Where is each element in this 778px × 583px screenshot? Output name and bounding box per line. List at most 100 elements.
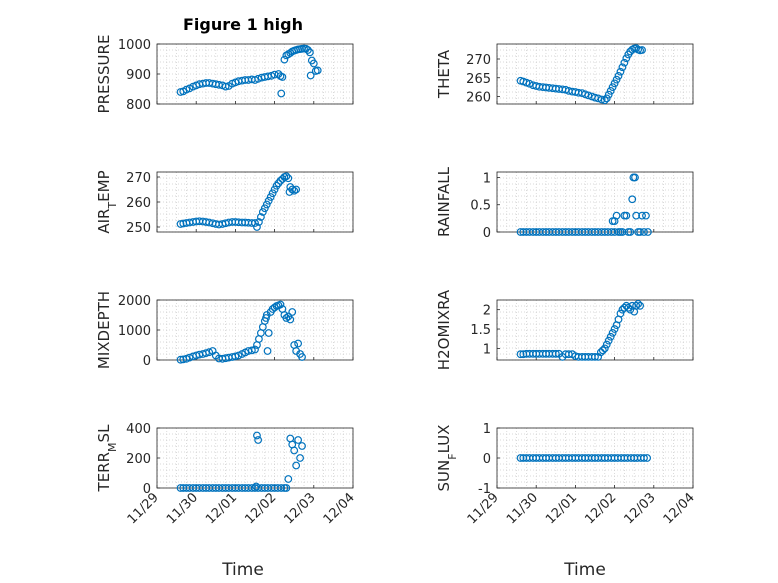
data-point (612, 75, 621, 84)
x-axis-label-left: Time (221, 560, 264, 580)
data-point (516, 454, 525, 462)
data-point (221, 82, 230, 91)
data-point (584, 91, 593, 100)
y-tick-label: 0 (483, 452, 491, 467)
data-point (606, 86, 615, 95)
data-point (591, 353, 599, 361)
data-point (640, 454, 648, 462)
data-point (176, 484, 185, 492)
data-point (614, 71, 623, 80)
data-point (234, 351, 243, 360)
data-point (516, 350, 525, 359)
y-tick-label: 260 (126, 196, 151, 211)
y-tick-label: 250 (126, 221, 151, 236)
data-point (247, 346, 256, 355)
data-point (294, 436, 303, 444)
data-point (286, 315, 295, 324)
data-point (598, 346, 607, 355)
data-point (313, 66, 322, 75)
data-point (597, 95, 606, 104)
data-point (604, 336, 613, 345)
data-point (253, 223, 261, 231)
data-point (276, 300, 285, 309)
data-point (620, 58, 629, 67)
y-tick-label: 270 (466, 53, 491, 68)
data-point (290, 186, 299, 195)
data-point (252, 482, 261, 491)
y-axis-label: PRESSURE (95, 35, 113, 114)
data-point (632, 211, 641, 220)
y-axis-label: H2OMIXRA (435, 289, 453, 370)
data-point (636, 301, 644, 310)
data-point (284, 174, 293, 183)
y-axis-label: THETA (435, 49, 453, 99)
data-point (525, 79, 534, 88)
data-point (305, 48, 314, 57)
data-point (288, 308, 297, 316)
x-axis-label-right: Time (563, 560, 606, 580)
y-tick-label: 0 (143, 354, 151, 369)
y-tick-label: 0 (143, 482, 151, 497)
y-tick-label: 0 (483, 226, 491, 241)
subplot-h2omixra: 1 1.5 2 H2OMIXRA (435, 289, 694, 370)
data-point (600, 344, 609, 353)
data-point (277, 89, 286, 98)
data-point (634, 299, 643, 308)
data-point (280, 55, 289, 64)
data-point (266, 193, 275, 201)
data-point (610, 79, 619, 88)
data-point (610, 325, 619, 333)
data-point (255, 218, 263, 226)
data-point (270, 185, 279, 194)
data-point (628, 195, 637, 204)
data-point (616, 67, 625, 76)
data-point (600, 96, 609, 105)
data-point (612, 211, 621, 220)
data-point (290, 446, 299, 455)
y-tick-label: 1 (483, 422, 491, 437)
y-axis-label: TERRMSL (95, 424, 119, 493)
data-point (618, 228, 627, 236)
y-tick-label: 200 (126, 452, 151, 467)
data-point (284, 475, 293, 483)
data-point (551, 349, 560, 358)
data-point (268, 189, 277, 198)
y-axis-label: RAINFALL (435, 166, 453, 237)
data-point (631, 173, 639, 182)
y-tick-label: 0.5 (470, 199, 491, 214)
data-point (622, 301, 631, 310)
data-point (306, 71, 315, 80)
data-point (602, 94, 611, 103)
data-point (622, 54, 631, 63)
subplot-rainfall: 0 0.5 1 RAINFALL (435, 166, 694, 241)
axes-box (496, 43, 694, 105)
data-point (596, 348, 605, 357)
data-point (604, 90, 613, 99)
y-tick-label: 800 (126, 98, 151, 113)
data-point (636, 228, 644, 236)
y-tick-label: 265 (466, 72, 491, 87)
data-point (286, 49, 295, 57)
data-point (602, 340, 611, 349)
data-point (642, 211, 650, 220)
data-point (282, 172, 291, 181)
data-point (231, 352, 240, 361)
y-tick-label: 260 (466, 91, 491, 106)
y-tick-label: 400 (126, 422, 151, 437)
data-point (606, 332, 615, 341)
data-point (608, 329, 617, 337)
y-tick-label: 900 (126, 68, 151, 83)
data-point (304, 46, 312, 54)
data-point (632, 301, 641, 310)
data-point (254, 436, 263, 444)
y-tick-label: 2 (483, 304, 491, 319)
y-axis-label: MIXDEPTH (95, 291, 113, 369)
data-point (176, 355, 185, 364)
data-point (264, 196, 273, 205)
data-point (610, 228, 619, 236)
y-tick-label: 1.5 (470, 323, 491, 338)
data-point (626, 305, 635, 314)
data-point (262, 314, 270, 322)
data-point (205, 348, 214, 357)
